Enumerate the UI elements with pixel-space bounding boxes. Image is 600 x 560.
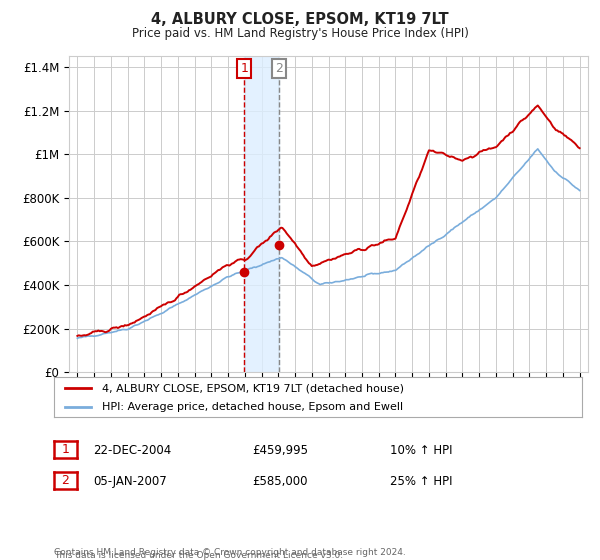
- Text: 1: 1: [61, 443, 70, 456]
- Bar: [244, 56, 278, 372]
- Text: 1: 1: [241, 62, 248, 76]
- Text: £585,000: £585,000: [252, 475, 308, 488]
- Text: 22-DEC-2004: 22-DEC-2004: [93, 444, 171, 458]
- Text: HPI: Average price, detached house, Epsom and Ewell: HPI: Average price, detached house, Epso…: [101, 402, 403, 412]
- Text: 25% ↑ HPI: 25% ↑ HPI: [390, 475, 452, 488]
- Text: Contains HM Land Registry data © Crown copyright and database right 2024.: Contains HM Land Registry data © Crown c…: [54, 548, 406, 557]
- Text: This data is licensed under the Open Government Licence v3.0.: This data is licensed under the Open Gov…: [54, 551, 343, 560]
- Text: 2: 2: [275, 62, 283, 76]
- Text: Price paid vs. HM Land Registry's House Price Index (HPI): Price paid vs. HM Land Registry's House …: [131, 27, 469, 40]
- Text: 10% ↑ HPI: 10% ↑ HPI: [390, 444, 452, 458]
- Text: 2: 2: [61, 474, 70, 487]
- Text: 05-JAN-2007: 05-JAN-2007: [93, 475, 167, 488]
- Text: £459,995: £459,995: [252, 444, 308, 458]
- Text: 4, ALBURY CLOSE, EPSOM, KT19 7LT (detached house): 4, ALBURY CLOSE, EPSOM, KT19 7LT (detach…: [101, 383, 404, 393]
- Text: 4, ALBURY CLOSE, EPSOM, KT19 7LT: 4, ALBURY CLOSE, EPSOM, KT19 7LT: [151, 12, 449, 27]
